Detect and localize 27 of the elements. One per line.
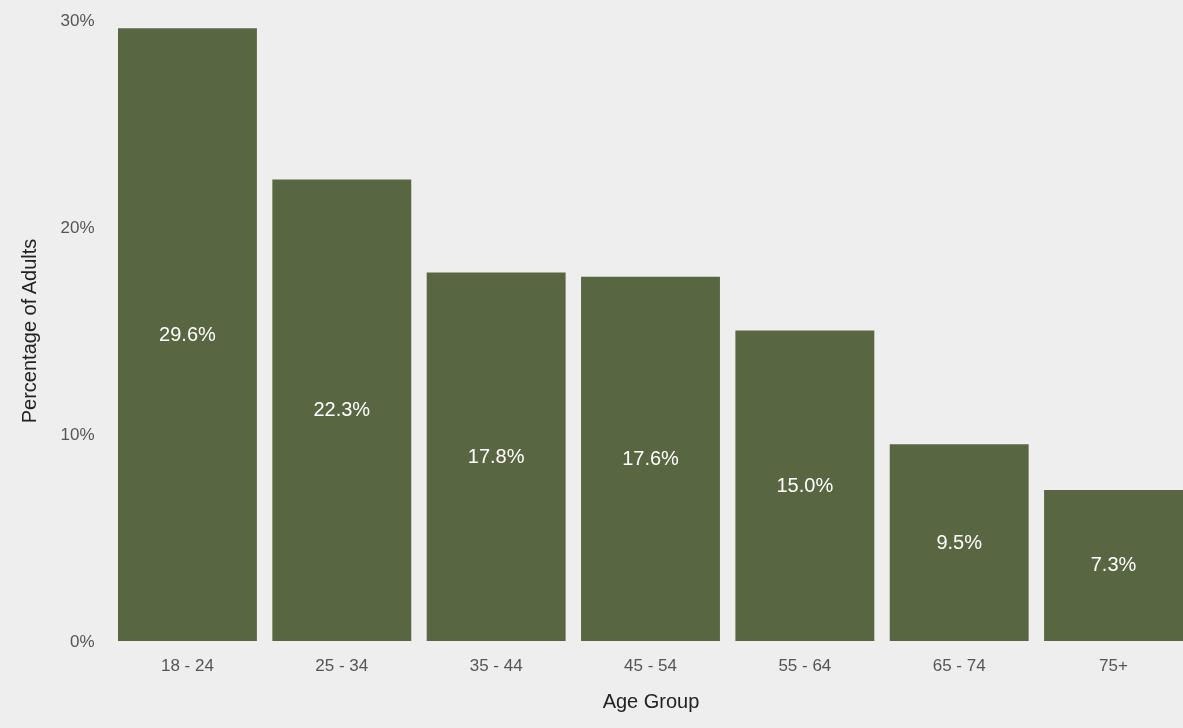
bar [272, 179, 412, 641]
x-tick-label: 35 - 44 [469, 655, 523, 675]
data-label: 22.3% [313, 398, 371, 421]
bar [1044, 489, 1183, 641]
x-tick-label: 18 - 24 [160, 655, 214, 675]
y-tick-label: 30% [60, 10, 95, 30]
x-tick-label: 45 - 54 [624, 655, 677, 675]
bar [118, 28, 257, 641]
data-label: 17.8% [467, 444, 525, 467]
bar [889, 444, 1029, 641]
x-tick-label: 65 - 74 [932, 655, 986, 675]
y-tick-label: 20% [60, 217, 95, 237]
x-tick-label: 55 - 64 [778, 655, 832, 675]
data-label: 9.5% [936, 530, 983, 553]
y-tick-label: 10% [60, 424, 95, 444]
x-axis-title: Age Group [602, 689, 700, 712]
x-tick-label: 75+ [1099, 655, 1129, 675]
data-label: 17.6% [622, 446, 680, 469]
data-label: 15.0% [776, 473, 834, 496]
bar [581, 276, 720, 641]
data-label: 29.6% [159, 322, 217, 345]
bar [426, 272, 566, 641]
bar [735, 330, 875, 641]
y-tick-label: 0% [69, 631, 95, 651]
x-tick-label: 25 - 34 [315, 655, 369, 675]
data-label: 7.3% [1090, 553, 1137, 576]
y-axis-title: Percentage of Adults [18, 238, 41, 424]
